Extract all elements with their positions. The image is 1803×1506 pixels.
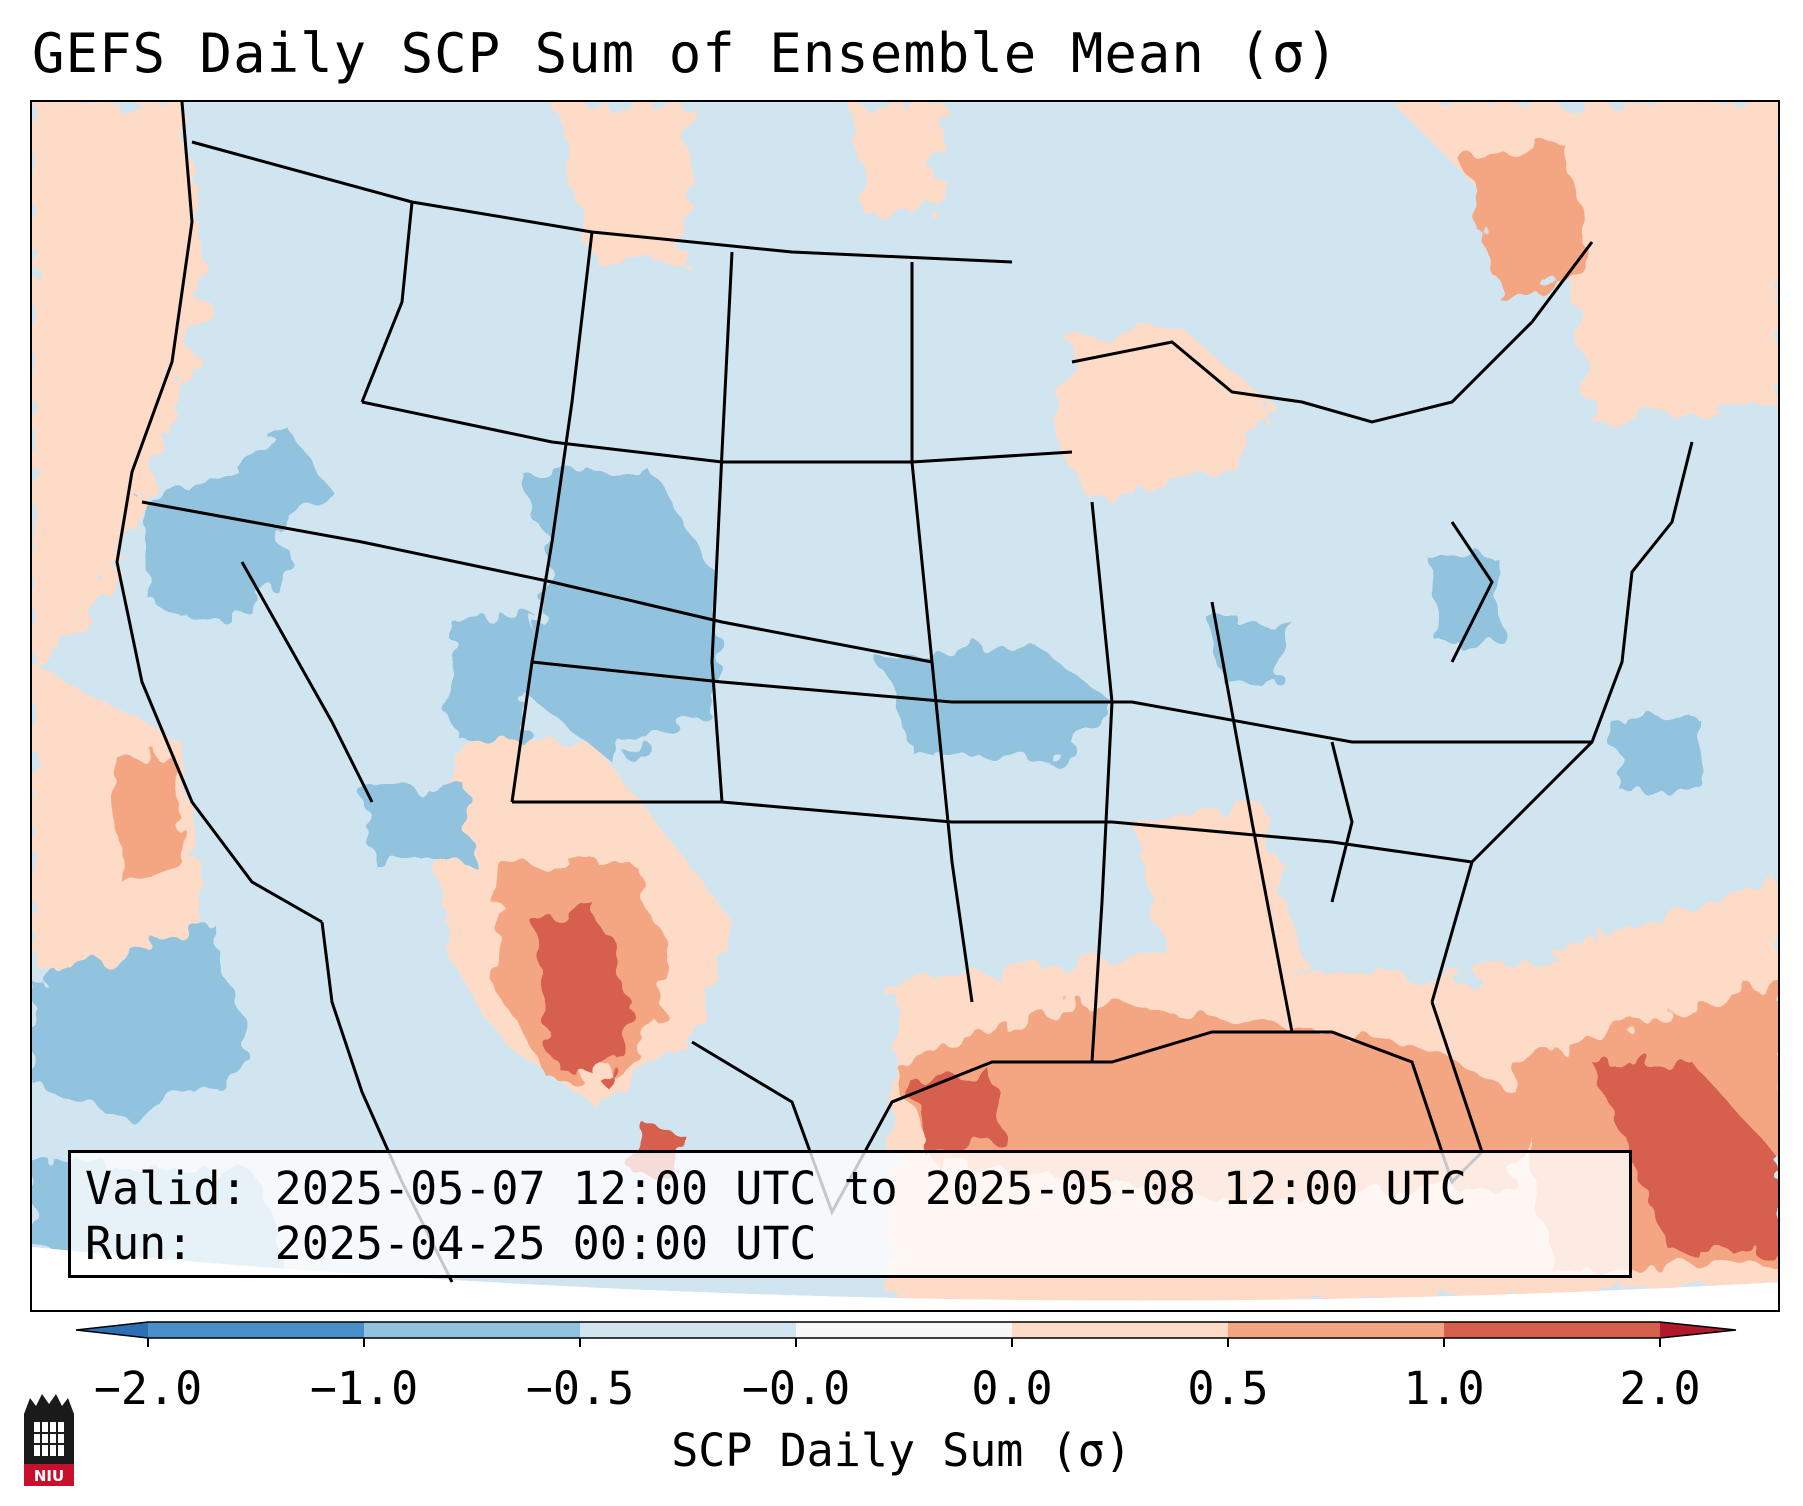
anomaly-region xyxy=(32,102,207,662)
colorbar-tick-label: −2.0 xyxy=(93,1362,203,1415)
colorbar-segment xyxy=(1228,1322,1444,1338)
anomaly-region xyxy=(1432,552,1502,647)
run-value: 2025-04-25 00:00 UTC xyxy=(274,1217,817,1270)
valid-label: Valid: xyxy=(85,1162,248,1215)
boundary-line xyxy=(1090,501,1114,1063)
colorbar-tick-label: 2.0 xyxy=(1619,1362,1701,1415)
colorbar-tick-label: −0.0 xyxy=(741,1362,851,1415)
anomaly-region xyxy=(1132,802,1302,982)
colorbar-segment xyxy=(796,1322,1012,1338)
boundary-line xyxy=(240,561,374,803)
anomaly-region xyxy=(532,902,632,1082)
colorbar-segment xyxy=(1012,1322,1228,1338)
run-label: Run: xyxy=(85,1217,194,1270)
boundary-line xyxy=(512,800,1473,864)
anomaly-region xyxy=(32,922,252,1122)
map-panel[interactable] xyxy=(30,100,1780,1312)
anomaly-region xyxy=(1052,322,1272,502)
niu-logo-icon: NIU xyxy=(24,1394,74,1486)
boundary-line xyxy=(510,231,594,803)
colorbar-tick-label: −0.5 xyxy=(525,1362,635,1415)
boundary-line xyxy=(1430,441,1694,1003)
colorbar-tick-label: 1.0 xyxy=(1403,1362,1485,1415)
anomaly-region xyxy=(852,102,942,212)
anomaly-region xyxy=(1592,1062,1778,1252)
anomaly-region xyxy=(1612,712,1702,792)
boundary-line xyxy=(1071,241,1594,424)
boundary-line xyxy=(141,500,933,664)
anomaly-region xyxy=(512,472,722,762)
anomaly-region xyxy=(452,612,532,742)
colorbar-tick-label: 0.5 xyxy=(1187,1362,1269,1415)
colorbar-extend-high xyxy=(1660,1322,1736,1338)
anomaly-region xyxy=(232,432,332,522)
boundary-line xyxy=(531,660,1592,744)
map-title: GEFS Daily SCP Sum of Ensemble Mean (σ) xyxy=(32,22,1339,85)
niu-logo-text: NIU xyxy=(34,1467,64,1485)
boundary-line xyxy=(710,251,734,803)
colorbar-label: SCP Daily Sum (σ) xyxy=(671,1424,1132,1477)
boundary-line xyxy=(1210,601,1294,1033)
valid-run-info-box: Valid: 2025-05-07 12:00 UTC to 2025-05-0… xyxy=(68,1150,1632,1278)
anomaly-region xyxy=(32,662,202,1002)
outside-domain xyxy=(32,1247,1778,1310)
boundary-line xyxy=(1330,741,1354,903)
anomaly-region xyxy=(552,102,692,262)
colorbar-extend-low xyxy=(76,1322,148,1338)
anomaly-region xyxy=(362,782,472,862)
colorbar xyxy=(75,1321,1737,1347)
colorbar-tick-label: 0.0 xyxy=(971,1362,1053,1415)
colorbar-segment xyxy=(580,1322,796,1338)
run-line: Run: 2025-04-25 00:00 UTC xyxy=(85,1216,1615,1271)
colorbar-segment xyxy=(364,1322,580,1338)
anomaly-region xyxy=(112,752,182,882)
colorbar-tick-label: −1.0 xyxy=(309,1362,419,1415)
valid-value: 2025-05-07 12:00 UTC to 2025-05-08 12:00… xyxy=(274,1162,1467,1215)
anomaly-region xyxy=(912,1072,1002,1152)
anomaly-region xyxy=(1212,622,1292,682)
boundary-line xyxy=(1450,521,1494,663)
anomaly-region xyxy=(1462,142,1592,302)
boundary-line xyxy=(361,400,1073,464)
boundary-line xyxy=(360,201,414,403)
valid-line: Valid: 2025-05-07 12:00 UTC to 2025-05-0… xyxy=(85,1161,1615,1216)
map-canvas xyxy=(32,102,1778,1310)
colorbar-segment xyxy=(148,1322,364,1338)
colorbar-segment xyxy=(1444,1322,1660,1338)
boundary-line xyxy=(115,102,323,924)
